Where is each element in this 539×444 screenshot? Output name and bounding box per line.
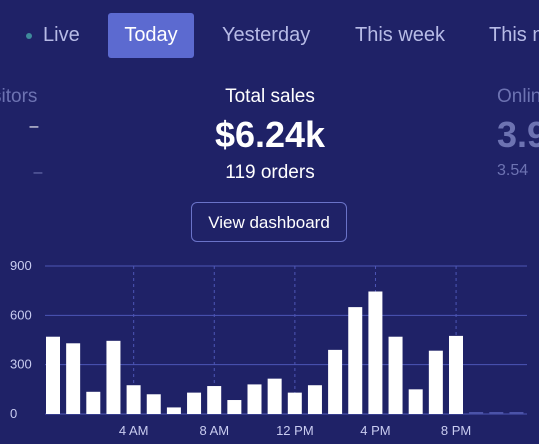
bar-hour-19 <box>428 350 443 414</box>
bar-hour-21-empty <box>469 412 484 414</box>
bar-hour-7 <box>187 392 202 414</box>
live-status-dot <box>26 33 32 39</box>
bar-hour-9 <box>227 400 242 414</box>
metric-visitors-sub: – <box>33 164 43 181</box>
bar-hour-10 <box>247 384 262 414</box>
tab-this-month-label: This m <box>489 24 539 46</box>
metric-visitors-value: – <box>29 118 39 135</box>
bar-hour-8 <box>207 386 222 414</box>
chart-horizontal-grid <box>45 265 527 415</box>
chart-y-axis-labels: 0 300 600 900 <box>10 258 32 421</box>
x-tick-label: 4 AM <box>119 423 149 438</box>
x-tick-label: 8 AM <box>199 423 229 438</box>
bar-hour-3 <box>106 340 121 414</box>
tab-this-week[interactable]: This week <box>355 13 445 58</box>
metric-total-sales[interactable]: Total sales $6.24k 119 orders <box>170 86 370 184</box>
tab-this-month[interactable]: This m <box>489 13 539 58</box>
period-tabs: Live Today Yesterday This week This m <box>0 13 539 58</box>
y-tick-label: 900 <box>10 258 32 273</box>
tab-yesterday[interactable]: Yesterday <box>222 13 310 58</box>
bar-hour-18 <box>408 389 423 414</box>
bar-hour-5 <box>146 394 161 414</box>
y-tick-label: 0 <box>10 406 17 421</box>
chart-bars <box>46 291 524 414</box>
tab-yesterday-label: Yesterday <box>222 24 311 46</box>
bar-hour-13 <box>307 385 322 414</box>
tab-today-label: Today <box>124 24 178 46</box>
bar-hour-22-empty <box>489 412 504 414</box>
bar-hour-14 <box>328 349 343 414</box>
x-tick-label: 4 PM <box>360 423 390 438</box>
bar-hour-12 <box>287 392 302 414</box>
bar-hour-20 <box>449 335 463 414</box>
online-store-sub: 3.54 <box>497 162 529 179</box>
online-store-value: 3.9 <box>497 114 539 155</box>
bar-hour-17 <box>388 336 403 414</box>
bar-hour-11 <box>267 378 282 414</box>
bar-hour-1 <box>66 343 81 414</box>
bar-hour-4 <box>126 385 141 414</box>
tab-this-week-label: This week <box>355 24 446 46</box>
total-orders: 119 orders <box>225 162 315 183</box>
online-store-label: Onlin <box>497 86 539 107</box>
bar-hour-15 <box>348 307 363 414</box>
view-dashboard-button[interactable]: View dashboard <box>191 202 347 242</box>
bar-hour-2 <box>86 391 101 414</box>
bar-hour-0 <box>46 336 60 414</box>
bar-hour-23-empty <box>509 412 524 414</box>
x-tick-label: 12 PM <box>276 423 314 438</box>
y-tick-label: 300 <box>10 357 32 372</box>
tab-today[interactable]: Today <box>108 13 194 58</box>
hourly-sales-chart: 0 300 600 900 4 AM 8 AM 12 PM 4 PM 8 PM <box>10 258 527 438</box>
bar-hour-16 <box>368 291 383 414</box>
total-sales-value: $6.24k <box>214 114 326 155</box>
total-sales-label: Total sales <box>225 86 315 107</box>
metric-online-store[interactable]: Onlin 3.9 3.54 <box>497 86 539 180</box>
tab-live-label: Live <box>43 24 80 46</box>
tab-live[interactable]: Live <box>26 13 80 58</box>
bar-hour-6 <box>166 407 181 414</box>
x-tick-label: 8 PM <box>441 423 471 438</box>
chart-x-axis-labels: 4 AM 8 AM 12 PM 4 PM 8 PM <box>119 423 471 438</box>
chart-vertical-grid <box>133 266 457 414</box>
y-tick-label: 600 <box>10 307 32 322</box>
